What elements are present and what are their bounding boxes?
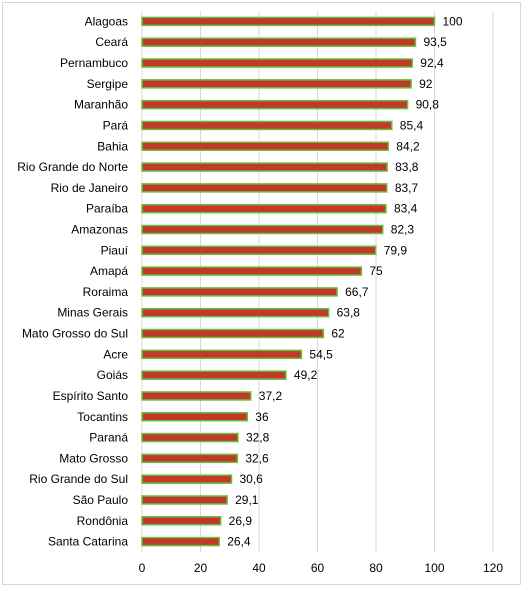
category-label: Rio Grande do Sul bbox=[29, 472, 128, 486]
category-label: Espírito Santo bbox=[53, 389, 129, 403]
data-label: 84,2 bbox=[396, 139, 420, 153]
category-label: Mato Grosso bbox=[59, 451, 128, 465]
bar bbox=[141, 224, 384, 235]
bar bbox=[141, 79, 412, 89]
bar bbox=[141, 183, 388, 193]
bar bbox=[141, 536, 220, 547]
category-label: Pará bbox=[103, 118, 129, 132]
bar bbox=[141, 453, 239, 464]
bar bbox=[141, 370, 287, 380]
data-label: 83,7 bbox=[395, 181, 419, 195]
bar bbox=[141, 162, 388, 172]
category-label: Roraima bbox=[83, 285, 129, 299]
category-label: Maranhão bbox=[74, 98, 128, 112]
category-label: Minas Gerais bbox=[57, 306, 128, 320]
data-label: 79,9 bbox=[384, 243, 408, 257]
data-label: 100 bbox=[443, 14, 463, 28]
data-label: 92 bbox=[419, 77, 433, 91]
bar bbox=[141, 432, 239, 443]
bar bbox=[141, 307, 330, 318]
category-label: Acre bbox=[103, 347, 128, 361]
x-tick-label: 0 bbox=[139, 561, 146, 575]
bar bbox=[141, 474, 233, 484]
bar bbox=[141, 266, 363, 276]
category-label: Rio Grande do Norte bbox=[17, 160, 128, 174]
category-label: Bahia bbox=[97, 139, 128, 153]
data-label: 37,2 bbox=[259, 389, 283, 403]
bar bbox=[141, 37, 417, 47]
bar bbox=[141, 328, 325, 339]
x-tick-label: 60 bbox=[311, 561, 325, 575]
data-label: 49,2 bbox=[294, 368, 318, 382]
data-label: 63,8 bbox=[337, 306, 361, 320]
x-tick-label: 120 bbox=[483, 561, 503, 575]
bar bbox=[141, 99, 409, 110]
category-label: Goiás bbox=[97, 368, 128, 382]
data-label: 82,3 bbox=[391, 222, 415, 236]
data-label: 83,8 bbox=[395, 160, 419, 174]
x-tick-label: 40 bbox=[252, 561, 266, 575]
bar bbox=[141, 412, 249, 422]
category-label: Tocantins bbox=[77, 410, 128, 424]
data-label: 32,8 bbox=[246, 431, 270, 445]
data-label: 83,4 bbox=[394, 202, 418, 216]
category-label: Rondônia bbox=[77, 514, 129, 528]
data-label: 85,4 bbox=[400, 118, 424, 132]
x-tick-label: 100 bbox=[424, 561, 444, 575]
x-tick-label: 80 bbox=[369, 561, 383, 575]
category-label: Mato Grosso do Sul bbox=[22, 327, 128, 341]
category-label: Ceará bbox=[95, 35, 128, 49]
category-label: Amazonas bbox=[71, 222, 128, 236]
data-label: 66,7 bbox=[345, 285, 369, 299]
bar bbox=[141, 16, 436, 27]
category-label: Paraná bbox=[89, 431, 128, 445]
bar bbox=[141, 141, 390, 151]
bar bbox=[141, 203, 387, 214]
bar bbox=[141, 245, 377, 256]
category-label: Amapá bbox=[90, 264, 128, 278]
bar bbox=[141, 391, 252, 401]
bar bbox=[141, 495, 228, 505]
data-label: 36 bbox=[255, 410, 269, 424]
bar bbox=[141, 516, 222, 526]
data-label: 32,6 bbox=[245, 451, 269, 465]
data-label: 30,6 bbox=[240, 472, 264, 486]
data-label: 26,9 bbox=[229, 514, 253, 528]
data-label: 54,5 bbox=[309, 347, 333, 361]
category-label: Sergipe bbox=[87, 77, 129, 91]
category-label: Pernambuco bbox=[60, 56, 128, 70]
category-label: Alagoas bbox=[85, 14, 128, 28]
bar bbox=[141, 120, 393, 131]
category-label: São Paulo bbox=[73, 493, 129, 507]
data-label: 93,5 bbox=[423, 35, 447, 49]
data-label: 92,4 bbox=[420, 56, 444, 70]
bar bbox=[141, 349, 303, 360]
data-label: 62 bbox=[331, 327, 345, 341]
data-label: 29,1 bbox=[235, 493, 259, 507]
category-label: Santa Catarina bbox=[48, 535, 128, 549]
bar bbox=[141, 287, 338, 297]
category-label: Piauí bbox=[101, 243, 129, 257]
category-label: Rio de Janeiro bbox=[51, 181, 129, 195]
x-tick-label: 20 bbox=[194, 561, 208, 575]
data-label: 26,4 bbox=[227, 535, 251, 549]
bar bbox=[141, 58, 414, 68]
data-label: 75 bbox=[369, 264, 383, 278]
data-label: 90,8 bbox=[416, 98, 440, 112]
category-label: Paraíba bbox=[86, 202, 128, 216]
